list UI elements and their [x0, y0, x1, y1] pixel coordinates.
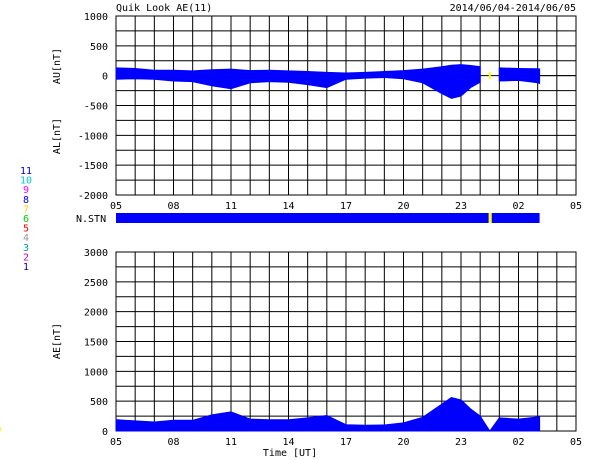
y-tick-label: 500	[90, 42, 108, 53]
x-tick-label: 11	[225, 437, 237, 448]
station-legend-item: 11	[20, 166, 32, 177]
x-tick-label: 17	[340, 437, 352, 448]
x-tick-label: 05	[110, 437, 122, 448]
y-tick-label: -1000	[78, 131, 108, 142]
x-tick-label: 05	[570, 437, 582, 448]
station-legend-item: 9	[23, 185, 29, 196]
x-tick-label: 23	[455, 437, 467, 448]
station-legend-item: 2	[23, 252, 29, 263]
y-tick-label: 1000	[84, 367, 108, 378]
station-count-bar	[116, 213, 489, 223]
x-axis-label: Time [UT]	[263, 448, 317, 459]
al-series-area	[115, 75, 481, 99]
x-tick-label: 14	[282, 201, 294, 212]
station-legend-item: 3	[23, 243, 29, 254]
y-axis-label-au: AU[nT]	[52, 48, 63, 84]
al-series-area	[498, 75, 541, 85]
y-tick-label: -2000	[78, 191, 108, 202]
x-tick-label: 05	[110, 201, 122, 212]
station-legend-item: 7	[23, 204, 29, 215]
x-tick-label: 17	[340, 201, 352, 212]
chart-title: Quik Look AE(11)	[116, 3, 212, 14]
x-tick-label: 02	[512, 201, 524, 212]
station-legend-item: 1	[23, 262, 29, 273]
x-tick-label: 14	[282, 437, 294, 448]
x-tick-label: 02	[512, 437, 524, 448]
x-tick-label: 20	[397, 437, 409, 448]
x-tick-label: 05	[570, 201, 582, 212]
date-range: 2014/06/04-2014/06/05	[450, 3, 576, 14]
y-axis-label-ae: AE[nT]	[52, 323, 63, 359]
y-tick-label: 0	[102, 427, 108, 438]
au-series-area	[498, 67, 541, 77]
station-legend-item: 4	[23, 233, 29, 244]
x-tick-label: 11	[225, 201, 237, 212]
x-tick-label: 20	[397, 201, 409, 212]
x-tick-label: 08	[167, 201, 179, 212]
station-legend-item: 6	[23, 214, 29, 225]
y-tick-label: 0	[102, 72, 108, 83]
y-tick-label: 1500	[84, 338, 108, 349]
station-count-bar	[491, 213, 540, 223]
y-tick-label: 3000	[84, 248, 108, 259]
x-tick-label: 23	[455, 201, 467, 212]
y-tick-label: 1000	[84, 12, 108, 23]
station-legend-item: 5	[23, 224, 29, 235]
y-tick-label: -1500	[78, 161, 108, 172]
station-bar	[116, 213, 540, 223]
station-legend-item: 10	[20, 176, 32, 187]
plot-frame	[115, 15, 577, 196]
x-tick-label: 08	[167, 437, 179, 448]
y-tick-label: 500	[90, 397, 108, 408]
au-series-area	[115, 64, 481, 77]
y-tick-label: 2000	[84, 308, 108, 319]
y-axis-label-al: AL[nT]	[52, 118, 63, 154]
y-tick-label: -500	[84, 102, 108, 113]
station-gap-mark	[488, 213, 492, 223]
y-tick-label: 2500	[84, 278, 108, 289]
ae-series-area	[115, 397, 541, 432]
station-legend-item: 8	[23, 195, 29, 206]
station-label: N.STN	[76, 214, 106, 225]
